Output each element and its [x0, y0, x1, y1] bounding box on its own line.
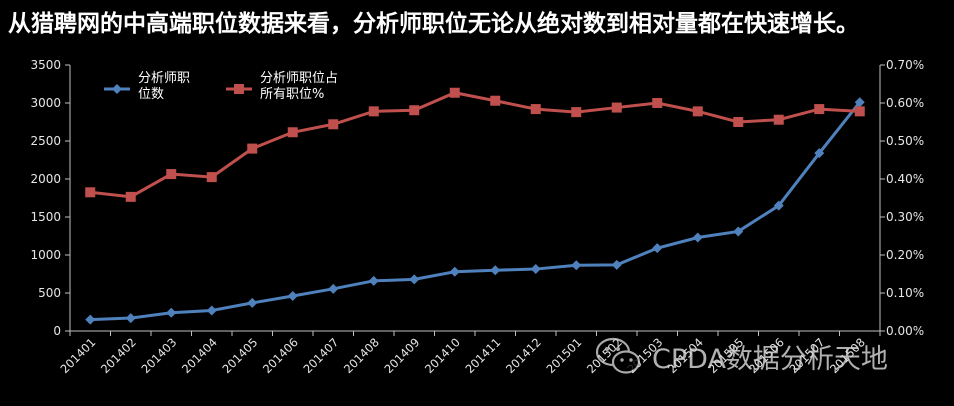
chart-headline: 从猎聘网的中高端职位数据来看，分析师职位无论从绝对数到相对量都在快速增长。 [8, 11, 859, 37]
series-1-point [206, 305, 217, 316]
x-tick-label: 201403 [138, 335, 179, 376]
series-1-point [409, 274, 420, 285]
y-right-tick-label: 0.20% [886, 248, 924, 262]
x-tick-label: 201404 [179, 335, 220, 376]
series-line-2 [90, 91, 860, 199]
series-2-point [692, 106, 703, 117]
series-1-point [571, 260, 582, 271]
x-tick-label: 201409 [381, 335, 422, 376]
series-1-point [814, 148, 825, 159]
series-2-point [854, 106, 865, 117]
x-tick-label: 201407 [300, 335, 341, 376]
y-left-tick-label: 3000 [30, 96, 61, 110]
series-1-point [490, 265, 501, 276]
series-1-point [449, 266, 460, 277]
x-tick-label: 201410 [422, 335, 463, 376]
y-left-tick-label: 2500 [30, 134, 61, 148]
series-2-point [328, 119, 339, 130]
x-tick-label: 201508 [827, 335, 868, 376]
x-tick-label: 201411 [462, 335, 503, 376]
y-left-tick-label: 500 [38, 286, 61, 300]
series-2-point [449, 87, 460, 98]
x-tick-label: 201406 [260, 335, 301, 376]
series-1-point [692, 232, 703, 243]
series-2-point [409, 105, 420, 116]
series-1-point [287, 291, 298, 302]
series-line-1 [90, 101, 861, 322]
series-1-point [125, 313, 136, 324]
x-tick-label: 201502 [584, 335, 625, 376]
y-left-tick-label: 3500 [30, 58, 61, 72]
x-tick-label: 201408 [341, 335, 382, 376]
series-2-point [530, 104, 541, 115]
series-1-point [854, 97, 865, 108]
x-tick-label: 201505 [705, 335, 746, 376]
legend-label: 位数 [138, 87, 164, 102]
y-right-tick-label: 0.60% [886, 96, 924, 110]
series-2-point [652, 98, 663, 108]
y-left-tick-label: 1500 [30, 210, 61, 224]
series-2-point [814, 104, 825, 115]
x-tick-label: 201503 [624, 335, 665, 376]
series-1-point [247, 297, 258, 308]
series-1-point [328, 283, 339, 294]
series-1-point [773, 200, 784, 211]
series-2-point [287, 127, 298, 138]
x-tick-label: 201506 [746, 335, 787, 376]
series-1-point [652, 243, 663, 254]
series-1-point [85, 314, 96, 325]
series-2-point [611, 102, 622, 113]
x-tick-label: 201412 [503, 335, 544, 376]
series-1-point [611, 259, 622, 270]
y-right-tick-label: 0.00% [886, 324, 924, 338]
series-1-point [733, 226, 744, 237]
series-1-point [368, 275, 379, 286]
y-right-tick-label: 0.30% [886, 210, 924, 224]
y-right-tick-label: 0.10% [886, 286, 924, 300]
series-1-point [166, 307, 177, 318]
y-right-tick-label: 0.50% [886, 134, 924, 148]
series-2-point [206, 172, 217, 183]
series-2-point [571, 107, 582, 118]
series-2-point [166, 169, 177, 180]
legend-label: 所有职位% [260, 87, 324, 102]
legend-label: 分析师职 [138, 71, 190, 86]
y-left-tick-label: 0 [53, 324, 61, 338]
x-tick-label: 201402 [98, 335, 139, 376]
series-2-point [733, 117, 744, 127]
series-2-point [368, 106, 379, 117]
x-tick-label: 201507 [786, 335, 827, 376]
series-2-point [773, 114, 784, 125]
y-left-tick-label: 1000 [30, 248, 61, 262]
series-2-point [125, 191, 136, 202]
y-left-tick-label: 2000 [30, 172, 61, 186]
legend-marker-1 [112, 84, 122, 94]
legend-marker-2 [234, 84, 244, 94]
series-2-point [490, 95, 501, 106]
x-tick-label: 201405 [219, 335, 260, 376]
series-2-point [85, 187, 96, 198]
series-1-point [530, 264, 541, 275]
legend-label: 分析师职位占 [260, 71, 338, 86]
x-tick-label: 201401 [57, 335, 98, 376]
y-right-tick-label: 0.40% [886, 172, 924, 186]
x-tick-label: 201504 [665, 335, 706, 376]
x-tick-label: 201501 [543, 335, 584, 376]
series-2-point [247, 143, 258, 154]
y-right-tick-label: 0.70% [886, 58, 924, 72]
